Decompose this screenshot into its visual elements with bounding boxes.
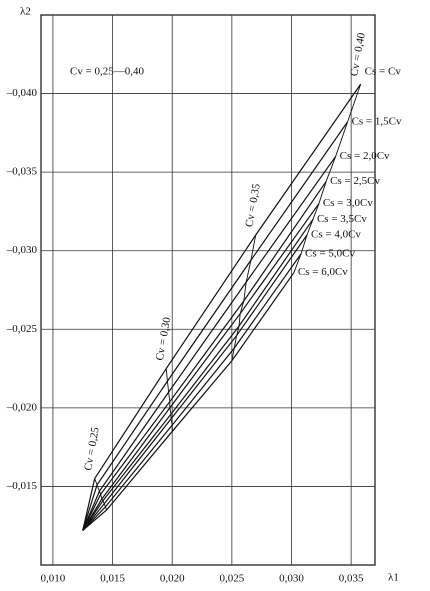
- y-tick-label: –0,015: [6, 480, 38, 492]
- annotation: Cv = 0,25—0,40: [70, 66, 145, 78]
- x-tick-label: 0,020: [160, 573, 185, 585]
- x-tick-label: 0,015: [100, 573, 125, 585]
- x-tick-label: 0,035: [339, 573, 364, 585]
- y-tick-label: –0,040: [6, 87, 38, 99]
- cv-label: Cv = 0,25: [82, 426, 102, 472]
- x-tick-label: 0,025: [219, 573, 244, 585]
- cv-label: Cv = 0,30: [154, 316, 174, 362]
- y-tick-label: –0,035: [6, 166, 38, 178]
- series-label: Cs = Cv: [365, 66, 402, 78]
- y-tick-label: –0,030: [6, 244, 38, 256]
- series-label: Cs = 3,5Cv: [317, 213, 367, 225]
- cv-line: [293, 83, 362, 273]
- y-axis-label: λ2: [20, 6, 31, 18]
- series-label: Cs = 2,0Cv: [340, 150, 390, 162]
- curve: [82, 83, 362, 531]
- series-label: Cs = 1,5Cv: [352, 115, 402, 127]
- cv-line: [231, 234, 257, 361]
- curve: [82, 181, 327, 531]
- y-tick-label: –0,025: [6, 323, 38, 335]
- y-tick-label: –0,020: [6, 401, 38, 413]
- series-label: Cs = 6,0Cv: [298, 266, 348, 278]
- x-axis-label: λ1: [388, 572, 399, 584]
- cv-line: [94, 478, 108, 511]
- series-label: Cs = 2,5Cv: [330, 175, 380, 187]
- x-tick-label: 0,010: [41, 573, 66, 585]
- curve: [82, 272, 295, 531]
- cv-label: Cv = 0,35: [243, 182, 263, 228]
- curve: [82, 218, 314, 531]
- plot-frame: [40, 14, 376, 566]
- series-label: Cs = 5,0Cv: [305, 247, 355, 259]
- series-label: Cs = 3,0Cv: [323, 197, 373, 209]
- x-tick-label: 0,030: [279, 573, 304, 585]
- cv-line: [165, 368, 173, 432]
- series-label: Cs = 4,0Cv: [311, 229, 361, 241]
